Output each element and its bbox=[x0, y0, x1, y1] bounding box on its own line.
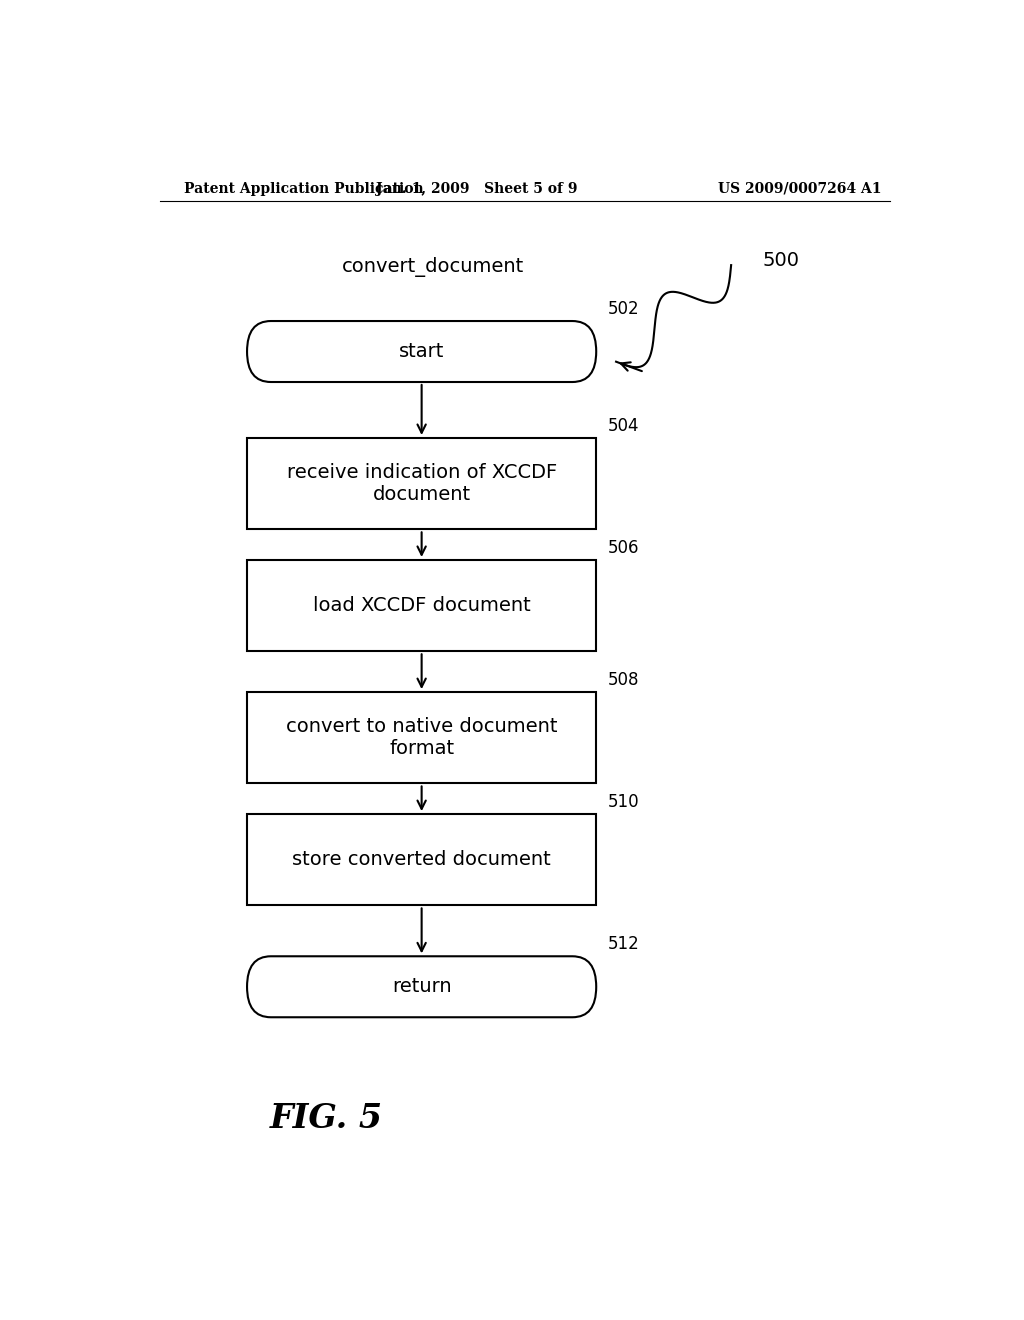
Text: load XCCDF document: load XCCDF document bbox=[312, 597, 530, 615]
Text: 508: 508 bbox=[608, 671, 640, 689]
Text: convert_document: convert_document bbox=[342, 257, 524, 277]
Text: 504: 504 bbox=[608, 417, 640, 434]
Text: convert to native document
format: convert to native document format bbox=[286, 717, 557, 758]
Text: 500: 500 bbox=[763, 251, 800, 269]
Bar bbox=[247, 560, 596, 651]
FancyBboxPatch shape bbox=[247, 321, 596, 381]
Text: FIG. 5: FIG. 5 bbox=[270, 1102, 383, 1135]
Text: receive indication of XCCDF
document: receive indication of XCCDF document bbox=[287, 463, 557, 504]
Text: start: start bbox=[399, 342, 444, 360]
Text: Jan. 1, 2009   Sheet 5 of 9: Jan. 1, 2009 Sheet 5 of 9 bbox=[377, 182, 578, 195]
Text: 512: 512 bbox=[608, 936, 640, 953]
Bar bbox=[247, 692, 596, 784]
Text: Patent Application Publication: Patent Application Publication bbox=[183, 182, 423, 195]
Text: store converted document: store converted document bbox=[292, 850, 551, 869]
Text: US 2009/0007264 A1: US 2009/0007264 A1 bbox=[719, 182, 882, 195]
Text: 510: 510 bbox=[608, 793, 640, 810]
Text: 502: 502 bbox=[608, 300, 640, 318]
FancyBboxPatch shape bbox=[247, 956, 596, 1018]
Bar bbox=[247, 438, 596, 529]
Text: return: return bbox=[392, 977, 452, 997]
Bar bbox=[247, 814, 596, 906]
Text: 506: 506 bbox=[608, 539, 640, 557]
